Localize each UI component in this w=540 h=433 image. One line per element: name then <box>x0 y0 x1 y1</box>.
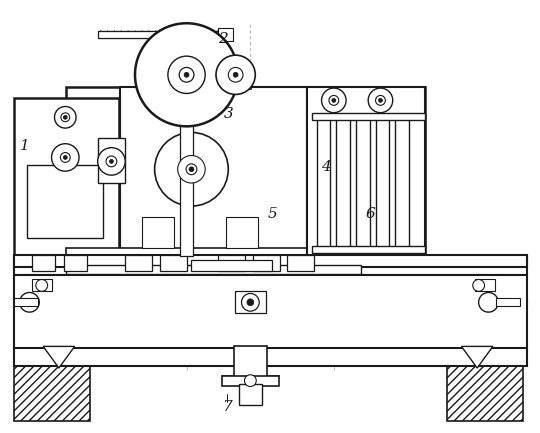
Circle shape <box>61 113 70 122</box>
Circle shape <box>375 95 386 105</box>
Circle shape <box>332 98 336 102</box>
Circle shape <box>241 294 259 311</box>
Bar <box>32 255 56 271</box>
Circle shape <box>368 88 393 113</box>
Text: 2: 2 <box>219 32 228 46</box>
Bar <box>235 291 266 313</box>
Text: 5: 5 <box>267 207 278 221</box>
Circle shape <box>233 72 238 77</box>
Bar <box>287 255 314 271</box>
Bar <box>66 257 424 265</box>
Bar <box>64 255 87 271</box>
Bar <box>27 165 103 238</box>
Circle shape <box>135 23 238 126</box>
Circle shape <box>60 152 70 162</box>
Circle shape <box>98 148 125 175</box>
Circle shape <box>186 164 197 174</box>
Text: 6: 6 <box>366 207 375 221</box>
Text: 7: 7 <box>222 401 232 414</box>
Bar <box>222 376 279 386</box>
Bar <box>145 75 251 89</box>
Bar <box>226 216 258 248</box>
Circle shape <box>245 375 256 387</box>
Bar <box>14 275 526 348</box>
Bar <box>253 255 280 271</box>
Bar <box>192 260 273 271</box>
Circle shape <box>478 293 498 312</box>
Circle shape <box>472 279 484 291</box>
Bar <box>312 246 424 253</box>
Bar <box>239 384 262 405</box>
Bar <box>447 366 523 421</box>
Text: 3: 3 <box>224 107 233 121</box>
Bar <box>66 265 361 274</box>
Bar <box>162 61 201 76</box>
Bar <box>32 279 51 291</box>
Circle shape <box>55 107 76 128</box>
Bar <box>14 98 119 257</box>
Bar <box>312 113 424 120</box>
Circle shape <box>216 55 255 94</box>
Circle shape <box>106 156 117 167</box>
Bar <box>98 138 125 183</box>
Bar <box>336 118 350 248</box>
Circle shape <box>329 95 339 105</box>
Circle shape <box>184 72 189 77</box>
Bar <box>14 298 38 306</box>
Bar <box>475 279 495 291</box>
Bar <box>316 118 330 248</box>
Bar <box>14 366 90 421</box>
Bar <box>219 255 246 271</box>
Text: 4: 4 <box>321 160 332 174</box>
Circle shape <box>63 155 68 159</box>
Circle shape <box>189 167 194 172</box>
Circle shape <box>36 279 48 291</box>
Circle shape <box>154 132 228 206</box>
Bar <box>496 298 521 306</box>
Circle shape <box>228 68 243 82</box>
Circle shape <box>168 56 205 94</box>
Bar <box>14 256 526 275</box>
Bar <box>120 87 307 257</box>
Bar <box>234 346 267 378</box>
Bar <box>307 87 424 257</box>
Bar <box>14 346 526 366</box>
Circle shape <box>63 115 68 119</box>
Bar <box>395 118 409 248</box>
Bar <box>180 114 193 256</box>
Circle shape <box>178 155 205 183</box>
Bar <box>159 255 186 271</box>
Bar <box>66 87 424 257</box>
Polygon shape <box>43 346 75 368</box>
Bar <box>375 118 389 248</box>
Circle shape <box>51 144 79 171</box>
Bar <box>125 255 152 271</box>
Text: 1: 1 <box>19 139 29 153</box>
Circle shape <box>321 88 346 113</box>
Circle shape <box>179 68 194 82</box>
Circle shape <box>19 293 39 312</box>
Bar <box>143 216 174 248</box>
Circle shape <box>247 299 254 306</box>
Bar <box>356 118 370 248</box>
Polygon shape <box>462 346 493 368</box>
Bar <box>66 248 424 257</box>
Circle shape <box>379 98 382 102</box>
Bar <box>98 31 221 38</box>
Bar <box>14 255 526 267</box>
Circle shape <box>110 159 113 163</box>
Bar <box>219 28 233 41</box>
